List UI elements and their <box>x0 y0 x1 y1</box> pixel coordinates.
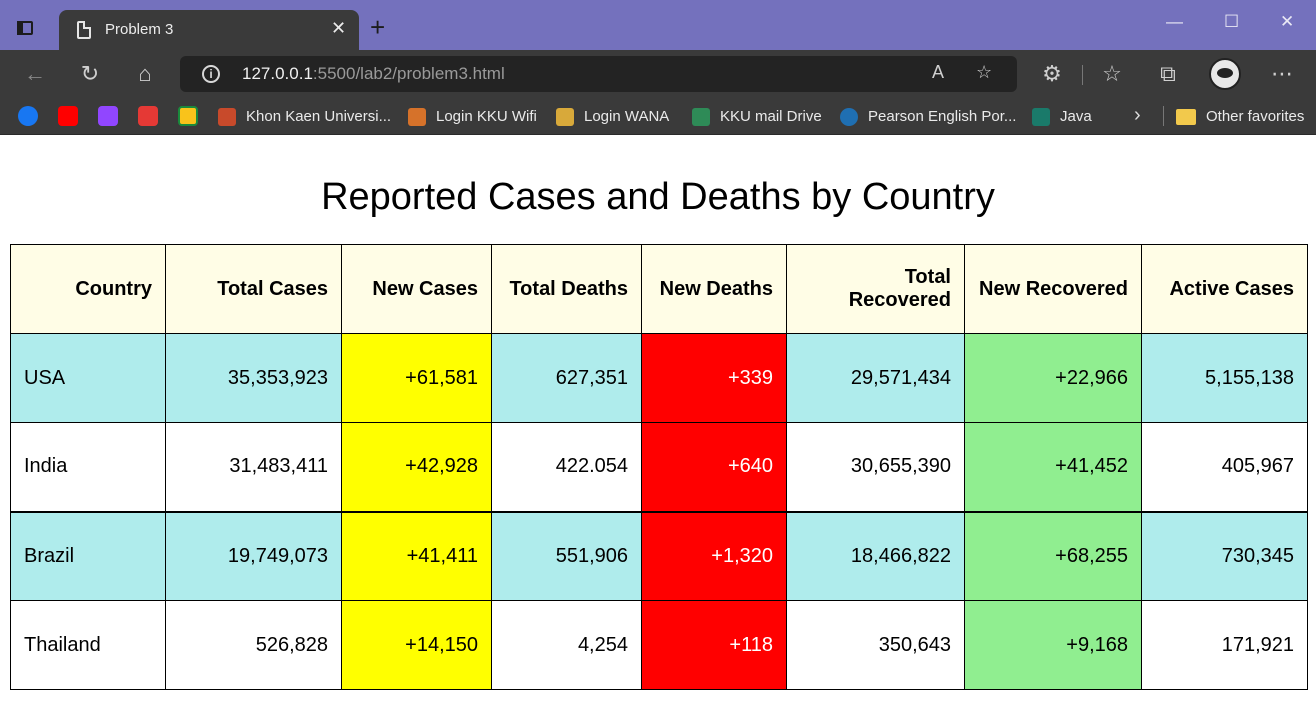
cell-new-deaths: +640 <box>641 422 787 513</box>
classroom-icon[interactable] <box>178 106 198 126</box>
bookmark-khon-kaen[interactable]: Khon Kaen Universi... <box>218 98 391 135</box>
address-bar[interactable]: i 127.0.0.1:5500/lab2/problem3.html A ☆ <box>180 56 1017 92</box>
cases-table: Country Total Cases New Cases Total Deat… <box>10 244 1308 690</box>
cell-new-recovered: +41,452 <box>964 422 1142 513</box>
col-new-recovered: New Recovered <box>964 244 1142 334</box>
url-text[interactable]: 127.0.0.1:5500/lab2/problem3.html <box>242 64 505 83</box>
cell-active-cases: 730,345 <box>1141 511 1308 601</box>
app-icon[interactable] <box>138 106 158 126</box>
cell-active-cases: 405,967 <box>1141 422 1308 513</box>
bookmarks-bar: Khon Kaen Universi... Login KKU Wifi Log… <box>0 98 1316 135</box>
more-menu-icon[interactable]: ⋯ <box>1271 61 1293 86</box>
tab-problem-3[interactable]: Problem 3 ✕ <box>59 10 359 50</box>
new-tab-icon[interactable]: + <box>370 12 386 42</box>
page-title: Reported Cases and Deaths by Country <box>321 176 995 218</box>
cell-country: India <box>10 422 166 513</box>
folder-icon <box>1176 108 1196 125</box>
col-total-cases: Total Cases <box>165 244 342 334</box>
table-row: Thailand 526,828 +14,150 4,254 +118 350,… <box>10 600 1308 690</box>
col-new-deaths: New Deaths <box>641 244 787 334</box>
cell-country: Brazil <box>10 511 166 601</box>
col-total-recovered: Total Recovered <box>786 244 965 334</box>
cell-active-cases: 171,921 <box>1141 600 1308 690</box>
page-icon <box>77 21 91 39</box>
home-icon[interactable]: ⌂ <box>138 61 152 86</box>
read-aloud-icon[interactable]: A <box>932 62 945 82</box>
cell-active-cases: 5,155,138 <box>1141 333 1308 423</box>
table-header-row: Country Total Cases New Cases Total Deat… <box>10 244 1308 334</box>
col-total-deaths: Total Deaths <box>491 244 642 334</box>
youtube-icon[interactable] <box>58 106 78 126</box>
pearson-icon <box>840 107 858 126</box>
bookmark-pearson[interactable]: Pearson English Por... <box>840 98 1016 135</box>
bookmark-kku-wifi[interactable]: Login KKU Wifi <box>408 98 537 135</box>
bookmark-java[interactable]: Java <box>1032 98 1092 135</box>
profile-avatar[interactable] <box>1209 58 1241 90</box>
cell-total-cases: 31,483,411 <box>165 422 342 513</box>
other-favorites-folder[interactable]: Other favorites <box>1176 98 1304 135</box>
cell-new-deaths: +1,320 <box>641 511 787 601</box>
cell-new-cases: +42,928 <box>341 422 492 513</box>
cell-total-deaths: 627,351 <box>491 333 642 423</box>
cell-total-recovered: 18,466,822 <box>786 511 965 601</box>
minimize-icon[interactable]: — <box>1166 12 1183 31</box>
cell-country: USA <box>10 333 166 423</box>
cell-country: Thailand <box>10 600 166 690</box>
close-window-icon[interactable]: ✕ <box>1280 12 1295 31</box>
cell-total-recovered: 350,643 <box>786 600 965 690</box>
site-info-icon[interactable]: i <box>202 65 220 83</box>
cell-new-recovered: +9,168 <box>964 600 1142 690</box>
cell-new-deaths: +118 <box>641 600 787 690</box>
cell-new-cases: +61,581 <box>341 333 492 423</box>
navigation-toolbar: ← ↻ ⌂ i 127.0.0.1:5500/lab2/problem3.htm… <box>0 50 1316 98</box>
tab-title: Problem 3 <box>105 21 174 38</box>
facebook-icon[interactable] <box>18 106 38 126</box>
table-row: India 31,483,411 +42,928 422.054 +640 30… <box>10 422 1308 513</box>
drive-icon <box>692 107 710 126</box>
table-row: USA 35,353,923 +61,581 627,351 +339 29,5… <box>10 333 1308 423</box>
university-icon <box>218 107 236 126</box>
bookmark-login-wana[interactable]: Login WANA <box>556 98 669 135</box>
close-tab-icon[interactable]: ✕ <box>331 18 347 38</box>
cell-total-cases: 19,749,073 <box>165 511 342 601</box>
chevron-right-icon[interactable]: › <box>1134 104 1141 126</box>
lock-icon <box>556 107 574 126</box>
col-active-cases: Active Cases <box>1141 244 1308 334</box>
toolbar-divider <box>1082 65 1083 85</box>
table-row: Brazil 19,749,073 +41,411 551,906 +1,320… <box>10 511 1308 601</box>
cell-total-cases: 35,353,923 <box>165 333 342 423</box>
cell-total-deaths: 422.054 <box>491 422 642 513</box>
maximize-icon[interactable]: ☐ <box>1224 12 1240 31</box>
cell-total-recovered: 30,655,390 <box>786 422 965 513</box>
kku-icon <box>408 107 426 126</box>
cell-new-recovered: +68,255 <box>964 511 1142 601</box>
java-icon <box>1032 107 1050 126</box>
add-favorite-icon[interactable]: ☆ <box>976 62 993 82</box>
cell-new-cases: +41,411 <box>341 511 492 601</box>
tab-actions-icon[interactable] <box>14 18 36 38</box>
cell-new-cases: +14,150 <box>341 600 492 690</box>
cell-new-recovered: +22,966 <box>964 333 1142 423</box>
collections-icon[interactable]: ⧉ <box>1160 61 1176 86</box>
bookmarks-divider <box>1163 106 1164 126</box>
favorites-icon[interactable]: ☆ <box>1102 61 1122 86</box>
cell-total-deaths: 551,906 <box>491 511 642 601</box>
tab-bar: Problem 3 ✕ + — ☐ ✕ <box>0 0 1316 50</box>
twitch-icon[interactable] <box>98 106 118 126</box>
back-icon[interactable]: ← <box>24 61 46 86</box>
cell-total-deaths: 4,254 <box>491 600 642 690</box>
reload-icon[interactable]: ↻ <box>80 61 100 86</box>
cell-total-recovered: 29,571,434 <box>786 333 965 423</box>
bookmark-kku-mail-drive[interactable]: KKU mail Drive <box>692 98 822 135</box>
cell-new-deaths: +339 <box>641 333 787 423</box>
extensions-icon[interactable]: ⚙ <box>1042 61 1062 86</box>
col-country: Country <box>10 244 166 334</box>
cell-total-cases: 526,828 <box>165 600 342 690</box>
col-new-cases: New Cases <box>341 244 492 334</box>
